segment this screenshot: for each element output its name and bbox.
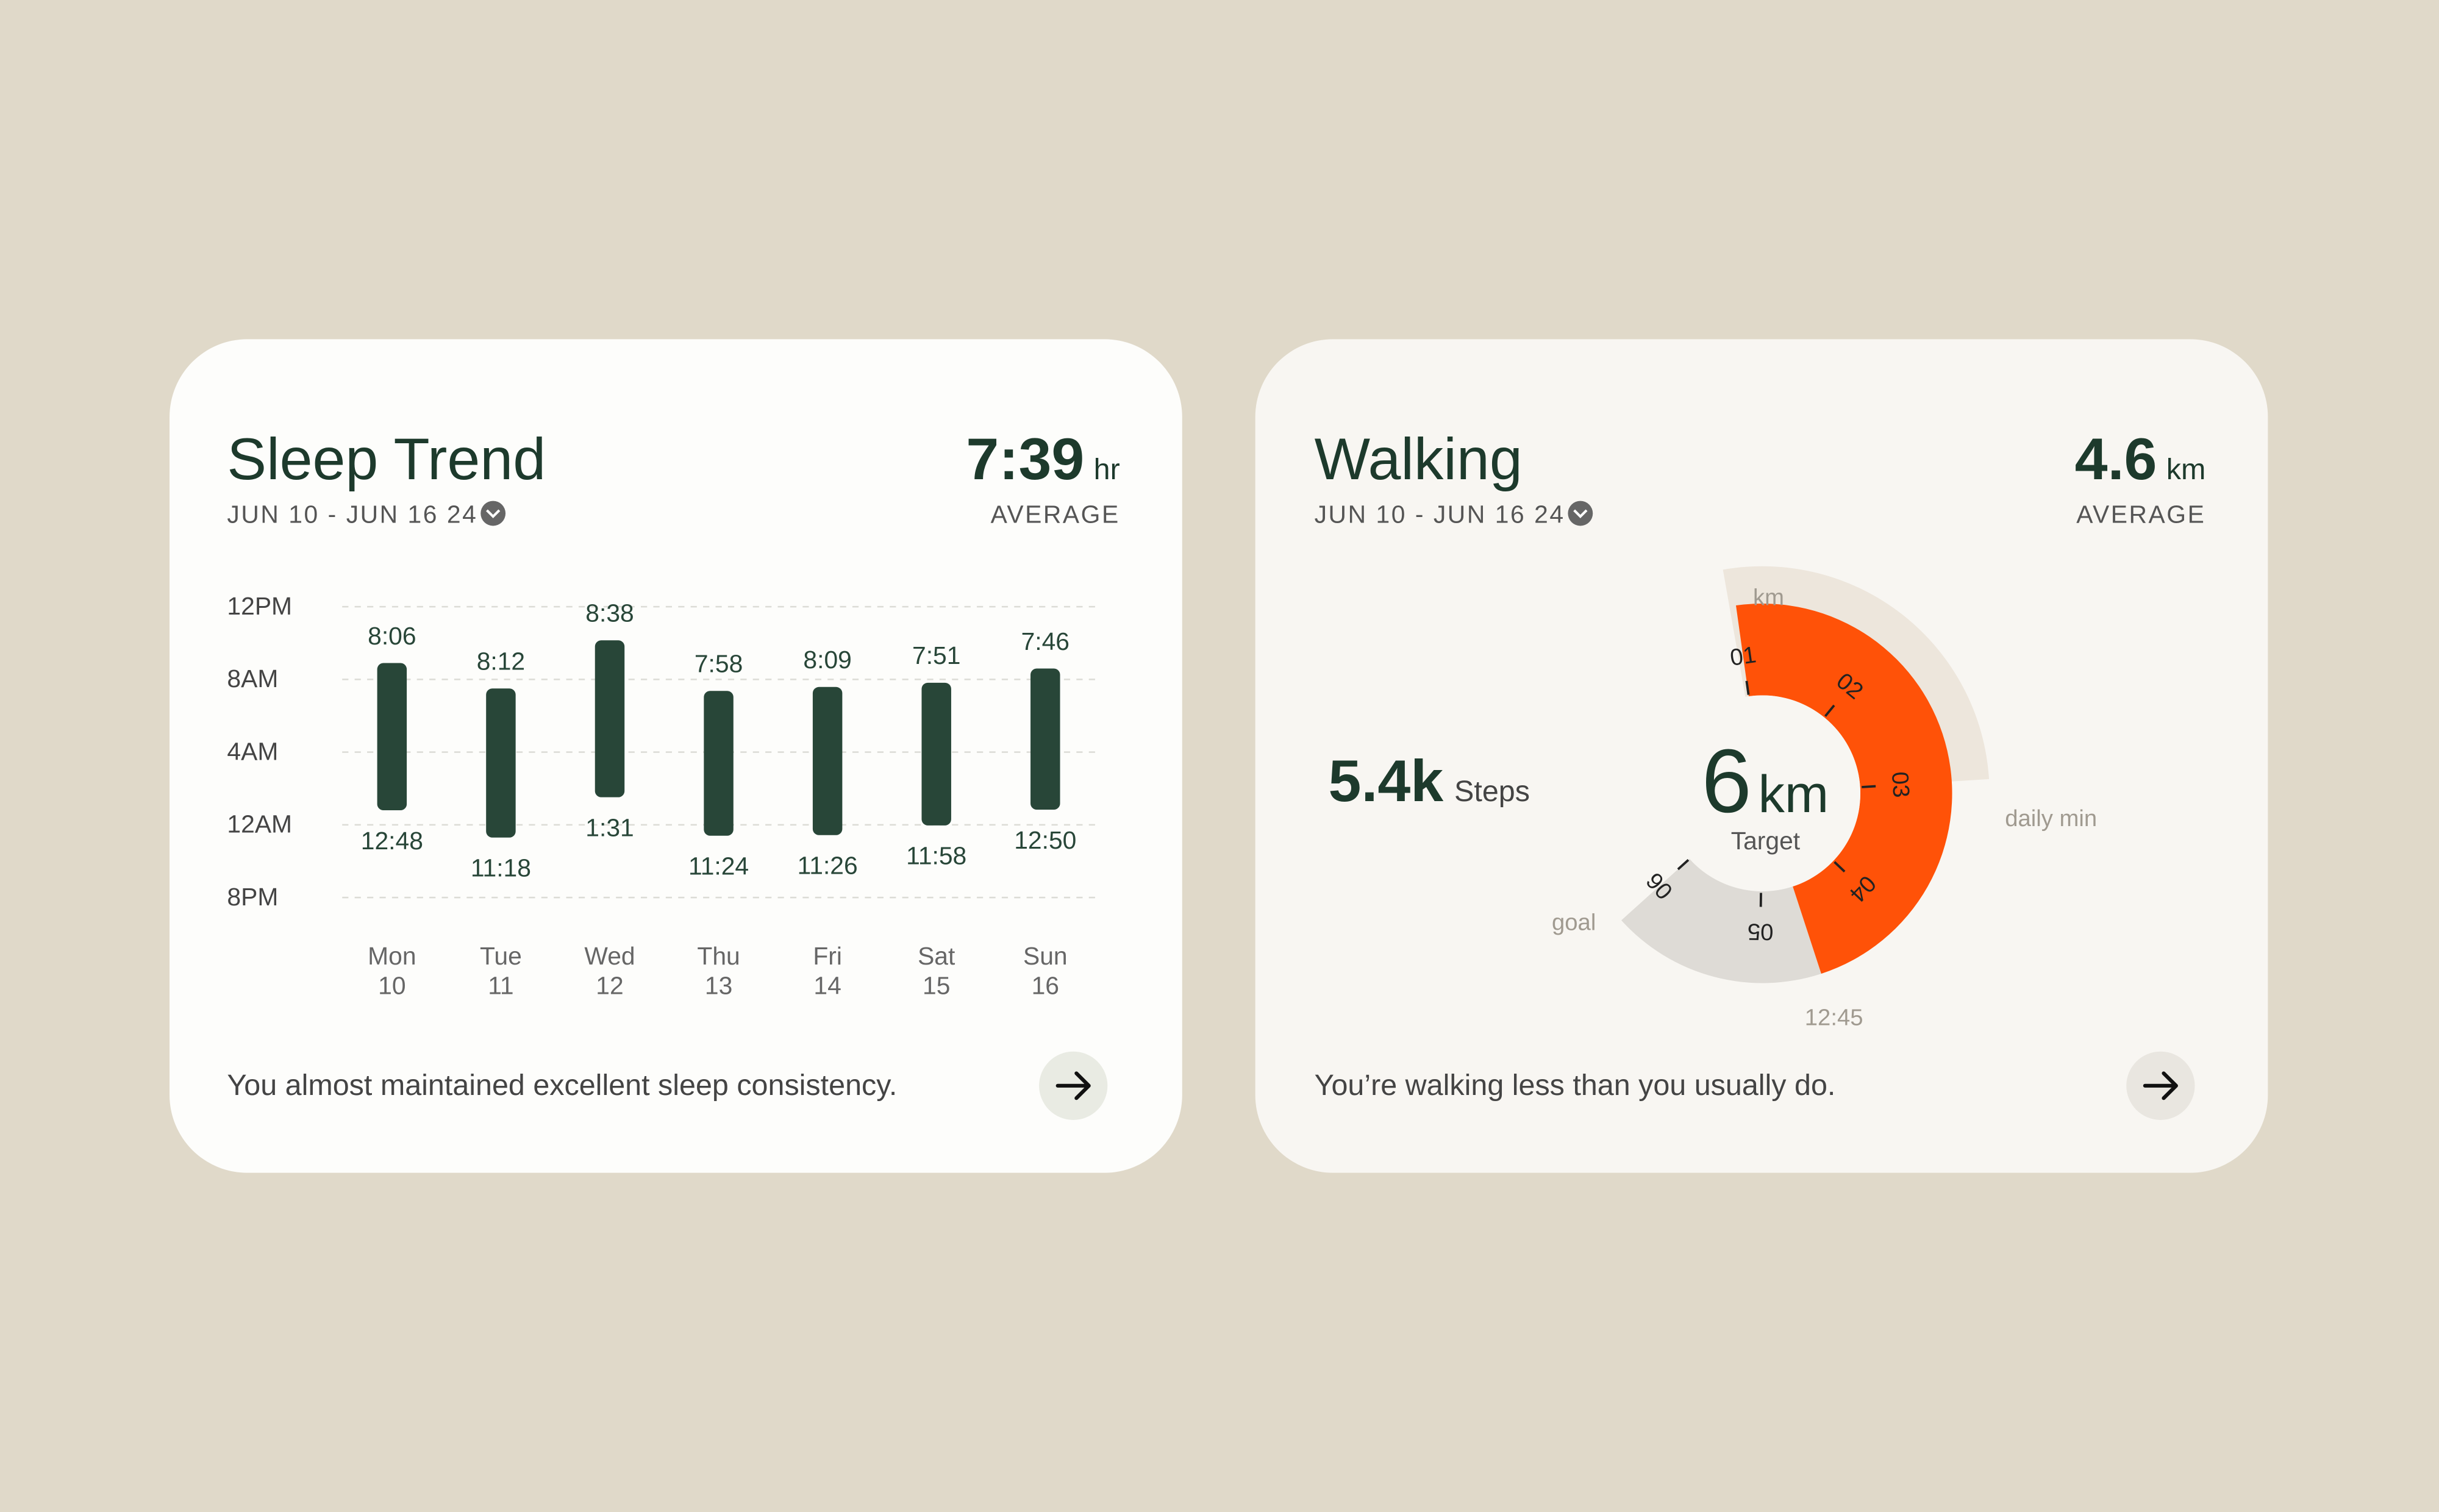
steps-value: 5.4k: [1329, 747, 1444, 814]
x-tick-label: Thu: [697, 942, 740, 970]
x-tick-date: 10: [378, 971, 405, 999]
sleep-bar: [812, 686, 843, 835]
date-dropdown[interactable]: [1568, 501, 1593, 526]
average-unit: hr: [1094, 453, 1120, 486]
bedtime-label: 12:50: [1014, 826, 1076, 854]
target-unit: km: [1759, 765, 1829, 824]
gauge-tick-label: 03: [1887, 771, 1915, 798]
duration-label: 8:12: [477, 647, 525, 676]
gauge-tick: [1862, 785, 1876, 788]
bedtime-label: 11:18: [471, 854, 531, 882]
duration-label: 8:38: [585, 599, 634, 627]
y-tick-label: 8AM: [227, 665, 278, 693]
y-tick-label: 4AM: [227, 737, 278, 765]
steps-label: Steps: [1454, 775, 1530, 808]
duration-label: 7:58: [695, 650, 743, 678]
x-tick-date: 14: [813, 971, 841, 999]
card-title: Walking: [1315, 426, 1523, 492]
duration-label: 8:06: [368, 622, 416, 650]
steps: 5.4k Steps: [1329, 747, 1530, 814]
gauge-tick: [1834, 861, 1846, 873]
daily-min-label: daily min: [2005, 805, 2097, 832]
target-label: Target: [1731, 827, 1801, 855]
date-range: JUN 10 - JUN 16 24: [227, 500, 477, 528]
sleep-bar: [486, 688, 516, 838]
average-value: 4.6: [2075, 426, 2157, 492]
sleep-bar: [1030, 668, 1060, 810]
x-tick-date: 11: [488, 971, 513, 999]
scale-label: km: [1753, 585, 1784, 611]
x-tick-date: 13: [705, 971, 732, 999]
sleep-bar: [921, 682, 951, 826]
x-tick-label: Tue: [480, 942, 522, 970]
x-tick-label: Wed: [584, 942, 635, 970]
sleep-bar: [595, 640, 625, 797]
gauge-tick-label: 01: [1729, 641, 1758, 671]
arrow-button[interactable]: [1039, 1051, 1108, 1120]
duration-label: 7:46: [1021, 627, 1070, 655]
gauge-tick-label: 05: [1748, 918, 1774, 945]
gauge-tick: [1824, 704, 1835, 717]
sleep-bar: [704, 691, 734, 836]
gauge-hole: [1664, 695, 1861, 891]
bedtime-label: 11:58: [906, 842, 966, 870]
time-label: 12:45: [1805, 1004, 1863, 1030]
y-tick-label: 12AM: [227, 810, 292, 838]
gauge-tick: [1677, 859, 1690, 871]
average: 7:39 hr: [966, 426, 1120, 492]
progress-arc: [1735, 604, 1952, 974]
x-tick-label: Sat: [918, 942, 955, 970]
average-unit: km: [2166, 453, 2206, 486]
duration-label: 8:09: [803, 646, 851, 674]
average: 4.6 km: [2075, 426, 2206, 492]
message: You’re walking less than you usually do.: [1315, 1069, 1836, 1102]
x-tick-label: Fri: [813, 942, 842, 970]
arrow-button[interactable]: [2126, 1051, 2195, 1120]
sleep-bar: [377, 663, 407, 811]
target-value: 6: [1701, 731, 1751, 832]
x-tick-label: Mon: [368, 942, 416, 970]
goal-label: goal: [1552, 910, 1596, 936]
bedtime-label: 11:24: [688, 852, 749, 880]
sleep-card: [170, 339, 1182, 1173]
x-tick-label: Sun: [1023, 942, 1068, 970]
y-tick-label: 8PM: [227, 883, 278, 911]
x-tick-date: 15: [923, 971, 950, 999]
average-label: AVERAGE: [2076, 500, 2205, 528]
x-tick-date: 12: [596, 971, 623, 999]
card-title: Sleep Trend: [227, 426, 546, 492]
duration-label: 7:51: [912, 641, 960, 669]
average-value: 7:39: [966, 426, 1084, 492]
gauge-tick: [1745, 680, 1750, 695]
x-tick-date: 16: [1032, 971, 1059, 999]
bedtime-label: 12:48: [361, 827, 423, 855]
bedtime-label: 1:31: [585, 813, 634, 841]
message: You almost maintained excellent sleep co…: [227, 1069, 897, 1102]
goal-arc: [1621, 858, 1821, 983]
bedtime-label: 11:26: [798, 852, 858, 880]
date-range: JUN 10 - JUN 16 24: [1315, 500, 1565, 528]
date-dropdown[interactable]: [480, 501, 506, 526]
y-tick-label: 12PM: [227, 592, 292, 620]
average-label: AVERAGE: [991, 500, 1120, 528]
